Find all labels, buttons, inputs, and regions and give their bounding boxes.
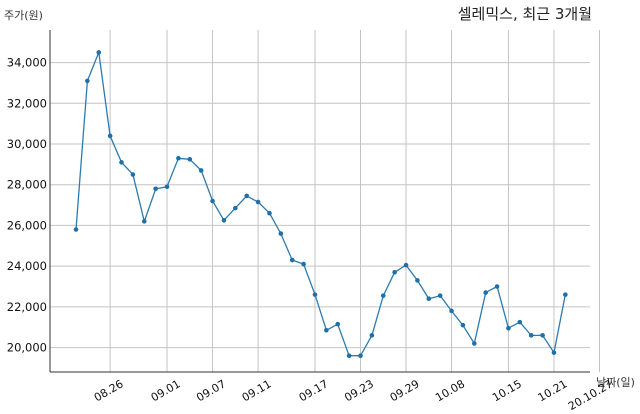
data-point bbox=[346, 353, 352, 359]
data-point bbox=[449, 308, 454, 314]
grid-lines bbox=[50, 30, 600, 372]
axes bbox=[49, 30, 590, 373]
data-point bbox=[528, 333, 534, 338]
chart-title: 셀레믹스, 최근 3개월 bbox=[458, 5, 592, 23]
x-tick-label: 09.17 bbox=[297, 377, 331, 404]
data-point bbox=[324, 327, 329, 333]
data-point bbox=[73, 227, 79, 232]
y-tick-label: 32,000 bbox=[7, 96, 47, 110]
x-tick-label: 20.10.27 bbox=[566, 377, 615, 413]
data-point bbox=[460, 322, 466, 328]
data-point bbox=[210, 198, 215, 204]
data-point bbox=[255, 199, 261, 205]
x-tick-label: 10.21 bbox=[536, 377, 570, 404]
data-point bbox=[301, 261, 306, 267]
data-point bbox=[141, 219, 147, 224]
x-tick-label: 10.15 bbox=[490, 377, 524, 404]
data-point bbox=[107, 133, 113, 139]
series-layer bbox=[73, 49, 568, 359]
y-tick-label: 34,000 bbox=[7, 56, 47, 70]
data-point bbox=[472, 341, 477, 346]
x-tick-label: 08.26 bbox=[92, 377, 126, 404]
data-point bbox=[85, 78, 90, 84]
data-point bbox=[244, 193, 249, 199]
data-point bbox=[551, 350, 557, 355]
x-tick-label: 09.23 bbox=[342, 377, 376, 404]
data-point bbox=[153, 186, 158, 192]
data-point bbox=[335, 321, 341, 327]
y-tick-label: 26,000 bbox=[7, 218, 47, 232]
data-point bbox=[494, 284, 500, 289]
x-tick-labels: 08.26 09.01 09.07 09.11 09.17 09.23 09.29 10.08… bbox=[92, 377, 615, 413]
data-point bbox=[96, 50, 102, 55]
x-tick-label: 09.11 bbox=[240, 377, 274, 404]
x-tick-label: 09.07 bbox=[194, 377, 228, 404]
data-point bbox=[369, 333, 375, 338]
data-point bbox=[517, 319, 523, 325]
y-tick-label: 20,000 bbox=[7, 341, 47, 355]
data-point bbox=[437, 293, 443, 298]
y-tick-labels: 20,000 22,000 24,000 26,000 28,000 30,000 32,0… bbox=[7, 56, 47, 355]
x-tick-label: 10.08 bbox=[433, 377, 467, 404]
data-point bbox=[187, 156, 193, 162]
data-point bbox=[130, 172, 136, 177]
data-point bbox=[233, 205, 238, 211]
y-tick-label: 24,000 bbox=[7, 259, 47, 273]
data-point bbox=[221, 218, 227, 223]
data-point bbox=[358, 353, 363, 359]
data-point bbox=[540, 333, 545, 338]
x-tick-label: 09.29 bbox=[388, 377, 422, 404]
y-tick-label: 28,000 bbox=[7, 178, 47, 192]
data-point bbox=[403, 262, 409, 268]
data-point bbox=[312, 292, 318, 297]
price-line bbox=[75, 49, 566, 357]
y-tick-label: 22,000 bbox=[7, 300, 47, 314]
data-point bbox=[267, 210, 272, 216]
data-point bbox=[176, 155, 181, 161]
data-point bbox=[483, 290, 488, 295]
data-point bbox=[392, 269, 397, 275]
data-point bbox=[426, 296, 432, 302]
data-point bbox=[164, 184, 170, 190]
data-point bbox=[289, 257, 295, 263]
y-tick-label: 30,000 bbox=[7, 137, 47, 151]
data-point bbox=[278, 231, 284, 236]
data-point bbox=[506, 325, 511, 331]
data-point bbox=[415, 278, 420, 283]
data-point bbox=[198, 168, 204, 173]
data-point bbox=[380, 293, 386, 298]
x-axis-label: 날짜(일) bbox=[596, 375, 635, 389]
y-axis-label: 주가(원) bbox=[4, 9, 43, 22]
x-tick-label: 09.01 bbox=[149, 377, 183, 404]
data-point bbox=[563, 292, 568, 297]
data-point bbox=[119, 160, 124, 165]
